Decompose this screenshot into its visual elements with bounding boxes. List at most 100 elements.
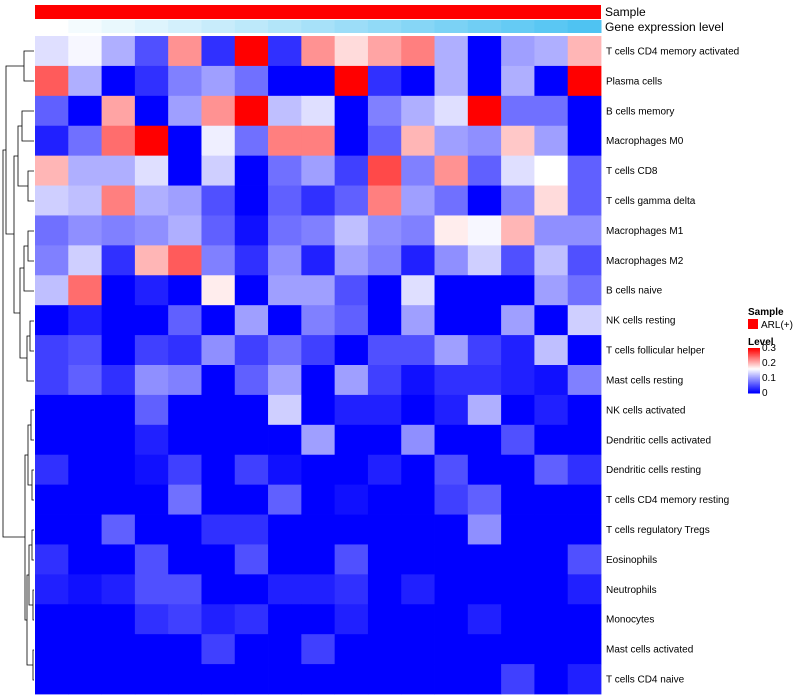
heatmap-cell bbox=[101, 95, 136, 127]
expression-track-cell bbox=[501, 20, 535, 33]
heatmap-cell bbox=[501, 544, 535, 575]
expression-track-cell bbox=[534, 20, 569, 33]
heatmap-cell bbox=[234, 155, 269, 186]
heatmap-cell bbox=[268, 36, 302, 67]
heatmap-cell bbox=[567, 424, 602, 456]
heatmap-cell bbox=[301, 634, 336, 665]
heatmap-cell bbox=[567, 484, 602, 515]
heatmap-cell bbox=[101, 215, 136, 246]
heatmap-cell bbox=[101, 604, 136, 635]
row-label: Dendritic cells resting bbox=[606, 465, 701, 476]
heatmap-cell bbox=[534, 245, 569, 276]
legend-colorbar-segment bbox=[748, 371, 760, 374]
heatmap-cell bbox=[35, 454, 69, 486]
heatmap-cell bbox=[268, 155, 302, 186]
heatmap-cell bbox=[434, 305, 469, 336]
heatmap-cell bbox=[434, 365, 469, 396]
heatmap-cell bbox=[567, 454, 602, 486]
heatmap-cell bbox=[68, 484, 102, 515]
row-dendrogram bbox=[2, 50, 34, 681]
heatmap-cell bbox=[168, 65, 202, 97]
row-labels: T cells CD4 memory activated Plasma cells… bbox=[606, 46, 739, 685]
expression-track-cell bbox=[234, 20, 269, 33]
heatmap-cell bbox=[401, 36, 435, 67]
heatmap-cell bbox=[567, 95, 602, 127]
heatmap-cell bbox=[234, 394, 269, 426]
heatmap-cell bbox=[334, 574, 369, 605]
heatmap-cell bbox=[367, 365, 402, 396]
heatmap-cell bbox=[401, 514, 435, 545]
heatmap-cell bbox=[101, 245, 136, 276]
heatmap-cell bbox=[567, 335, 602, 366]
heatmap-cell bbox=[367, 664, 402, 695]
heatmap-cell bbox=[301, 185, 336, 216]
heatmap-cell bbox=[234, 484, 269, 515]
heatmap-cell bbox=[434, 484, 469, 515]
heatmap-cell bbox=[434, 125, 469, 157]
heatmap-cell bbox=[434, 634, 469, 665]
row-label: Mast cells resting bbox=[606, 375, 683, 386]
heatmap-cell bbox=[168, 305, 202, 336]
legend-colorbar-segment bbox=[748, 368, 760, 370]
legend-colorbar-segment bbox=[748, 385, 760, 387]
heatmap-cell bbox=[334, 454, 369, 486]
heatmap-cell bbox=[567, 664, 602, 695]
heatmap-cell bbox=[168, 544, 202, 575]
heatmap-cell bbox=[168, 574, 202, 605]
heatmap-cell bbox=[301, 424, 336, 456]
heatmap-cell bbox=[401, 95, 435, 127]
heatmap-cell bbox=[367, 305, 402, 336]
heatmap-cell bbox=[101, 664, 136, 695]
heatmap-cell bbox=[234, 514, 269, 545]
heatmap-cell bbox=[201, 95, 236, 127]
heatmap-cell bbox=[101, 65, 136, 97]
row-label: B cells naive bbox=[606, 286, 663, 297]
heatmap-cell bbox=[401, 155, 435, 186]
heatmap-cell bbox=[268, 245, 302, 276]
heatmap-cell bbox=[35, 574, 69, 605]
heatmap-cell bbox=[268, 394, 302, 426]
heatmap-cell bbox=[201, 215, 236, 246]
heatmap-cell bbox=[534, 664, 569, 695]
heatmap-cell bbox=[134, 424, 169, 456]
heatmap-cell bbox=[467, 155, 502, 186]
heatmap-cell bbox=[534, 484, 569, 515]
heatmap-cell bbox=[35, 365, 69, 396]
heatmap-cell bbox=[68, 215, 102, 246]
heatmap-cell bbox=[467, 574, 502, 605]
row-label: Dendritic cells activated bbox=[606, 435, 711, 446]
heatmap-cell bbox=[501, 95, 535, 127]
heatmap-cell bbox=[301, 484, 336, 515]
heatmap-cell bbox=[367, 424, 402, 456]
row-label: T cells follicular helper bbox=[606, 346, 705, 357]
heatmap-cell bbox=[35, 155, 69, 186]
heatmap-cell bbox=[268, 424, 302, 456]
heatmap-cell bbox=[234, 36, 269, 67]
heatmap-cell bbox=[201, 634, 236, 665]
heatmap-cell bbox=[268, 604, 302, 635]
heatmap-cell bbox=[234, 95, 269, 127]
heatmap-cell bbox=[134, 215, 169, 246]
expression-track-cell bbox=[35, 20, 69, 33]
heatmap-cell bbox=[501, 604, 535, 635]
heatmap-cell bbox=[168, 484, 202, 515]
heatmap-cell bbox=[35, 424, 69, 456]
heatmap-cell bbox=[567, 185, 602, 216]
heatmap-cell bbox=[268, 215, 302, 246]
expression-track-cell bbox=[567, 20, 602, 33]
heatmap-cell bbox=[467, 424, 502, 456]
row-label: NK cells activated bbox=[606, 405, 685, 416]
heatmap-cell bbox=[68, 574, 102, 605]
heatmap-cell bbox=[68, 36, 102, 67]
legend-colorbar-segment bbox=[748, 364, 760, 367]
heatmap-cell bbox=[268, 574, 302, 605]
legend-level-tick: 0.1 bbox=[762, 373, 776, 384]
heatmap-cell bbox=[367, 514, 402, 545]
row-label: B cells memory bbox=[606, 106, 674, 117]
heatmap-cell bbox=[301, 454, 336, 486]
heatmap-cell bbox=[68, 245, 102, 276]
heatmap-cell bbox=[467, 544, 502, 575]
heatmap-cell bbox=[168, 215, 202, 246]
row-label: Neutrophils bbox=[606, 585, 657, 596]
heatmap-cell bbox=[401, 335, 435, 366]
